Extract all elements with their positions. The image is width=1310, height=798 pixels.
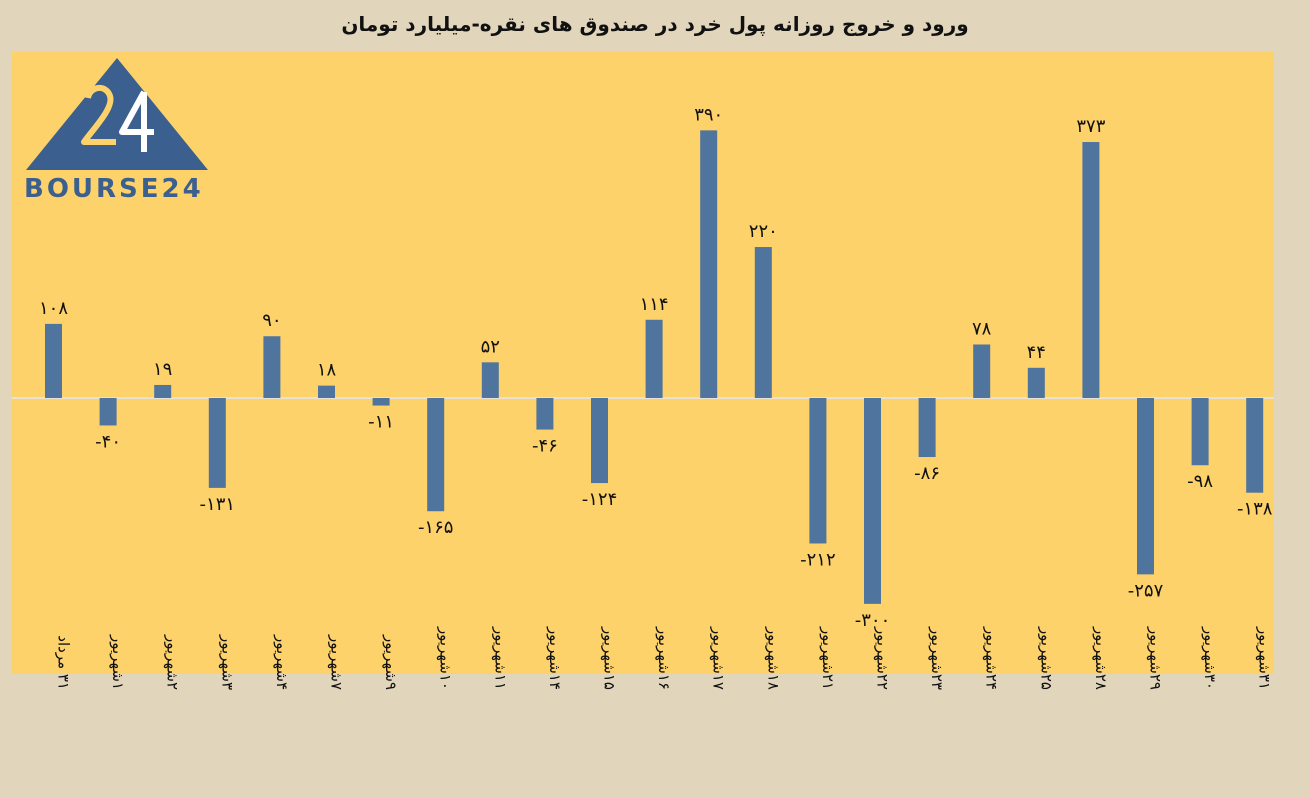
category-label: ۲۲شهریور: [874, 626, 892, 690]
data-label: ۱۰۸: [39, 298, 68, 319]
bar: [754, 247, 772, 398]
bar: [154, 384, 172, 398]
data-label: -۸۶: [914, 463, 940, 484]
bar: [318, 385, 335, 398]
data-label: ۹۰: [262, 310, 281, 331]
bar: [1137, 398, 1154, 575]
category-label: ۱۸شهریور: [764, 626, 782, 690]
category-label: ۱۷شهریور: [710, 626, 728, 690]
bar: [700, 130, 718, 398]
data-label: -۳۰۰: [855, 610, 891, 631]
category-label: ۳۱ مرداد: [55, 635, 73, 690]
category-label: ۳شهریور: [218, 634, 236, 690]
category-label: ۳۱شهریور: [1256, 626, 1274, 690]
data-label: -۲۱۲: [800, 549, 836, 570]
logo-triangle-icon: [26, 58, 208, 170]
category-label: ۲۳شهریور: [928, 626, 946, 690]
data-label: ۳۷۳: [1076, 116, 1105, 137]
data-label: ۵۲: [481, 336, 500, 357]
data-label: ۴۴: [1027, 342, 1046, 363]
bar: [809, 398, 827, 544]
category-label: ۳۰شهریور: [1201, 626, 1219, 690]
bar: [1082, 142, 1100, 398]
bar: [1191, 398, 1209, 466]
data-label: ۱۱۴: [640, 294, 669, 315]
bar: [645, 319, 663, 398]
category-label: ۲۵شهریور: [1037, 626, 1055, 690]
category-label: ۱۴شهریور: [546, 626, 564, 690]
category-label: ۱۱شهریور: [491, 626, 509, 690]
data-label: -۱۶۵: [418, 517, 454, 538]
data-label: ۱۹: [153, 359, 172, 380]
bar: [1027, 367, 1045, 398]
bar: [536, 398, 554, 430]
bar: [427, 398, 445, 512]
category-label: ۲۴شهریور: [983, 626, 1001, 690]
data-label: -۱۲۴: [582, 489, 618, 510]
category-label: ۲۱شهریور: [819, 626, 837, 690]
bar: [45, 323, 62, 398]
data-label: ۷۸: [972, 318, 992, 339]
data-label: ۳۹۰: [694, 104, 723, 125]
category-label: ۲۹شهریور: [1147, 626, 1165, 690]
plot-area: [12, 52, 1274, 674]
category-label: ۲۸شهریور: [1092, 626, 1110, 690]
bar: [918, 398, 936, 458]
bourse24-logo: BOURSE24: [24, 56, 210, 204]
bar: [973, 344, 991, 398]
bar: [591, 398, 608, 484]
data-label: -۱۳۱: [200, 494, 236, 515]
data-label: -۲۵۷: [1128, 580, 1164, 601]
category-label: ۲شهریور: [164, 634, 182, 690]
bar: [481, 362, 499, 398]
bar: [263, 336, 281, 398]
category-label: ۱۰شهریور: [437, 626, 455, 690]
bar: [208, 398, 226, 488]
data-label: -۴۰: [95, 431, 121, 452]
category-label: ۴شهریور: [273, 634, 291, 690]
category-label: ۱۶شهریور: [655, 626, 673, 690]
bar: [864, 398, 881, 604]
bar: [1246, 398, 1264, 493]
chart-title: ورود و خروج روزانه پول خرد در صندوق های …: [341, 12, 969, 36]
bar: [372, 398, 390, 406]
data-label: -۹۸: [1187, 471, 1213, 492]
data-label: -۱۳۸: [1237, 499, 1273, 520]
data-label: ۲۲۰: [749, 221, 778, 242]
logo-text: BOURSE24: [24, 174, 204, 204]
bar: [99, 398, 117, 426]
data-label: -۴۶: [532, 436, 558, 457]
category-label: ۱شهریور: [109, 634, 127, 690]
category-label: ۷شهریور: [328, 634, 346, 690]
category-label: ۱۵شهریور: [601, 626, 619, 690]
data-label: -۱۱: [368, 412, 394, 433]
data-label: ۱۸: [317, 360, 337, 381]
category-label: ۹شهریور: [382, 634, 400, 690]
